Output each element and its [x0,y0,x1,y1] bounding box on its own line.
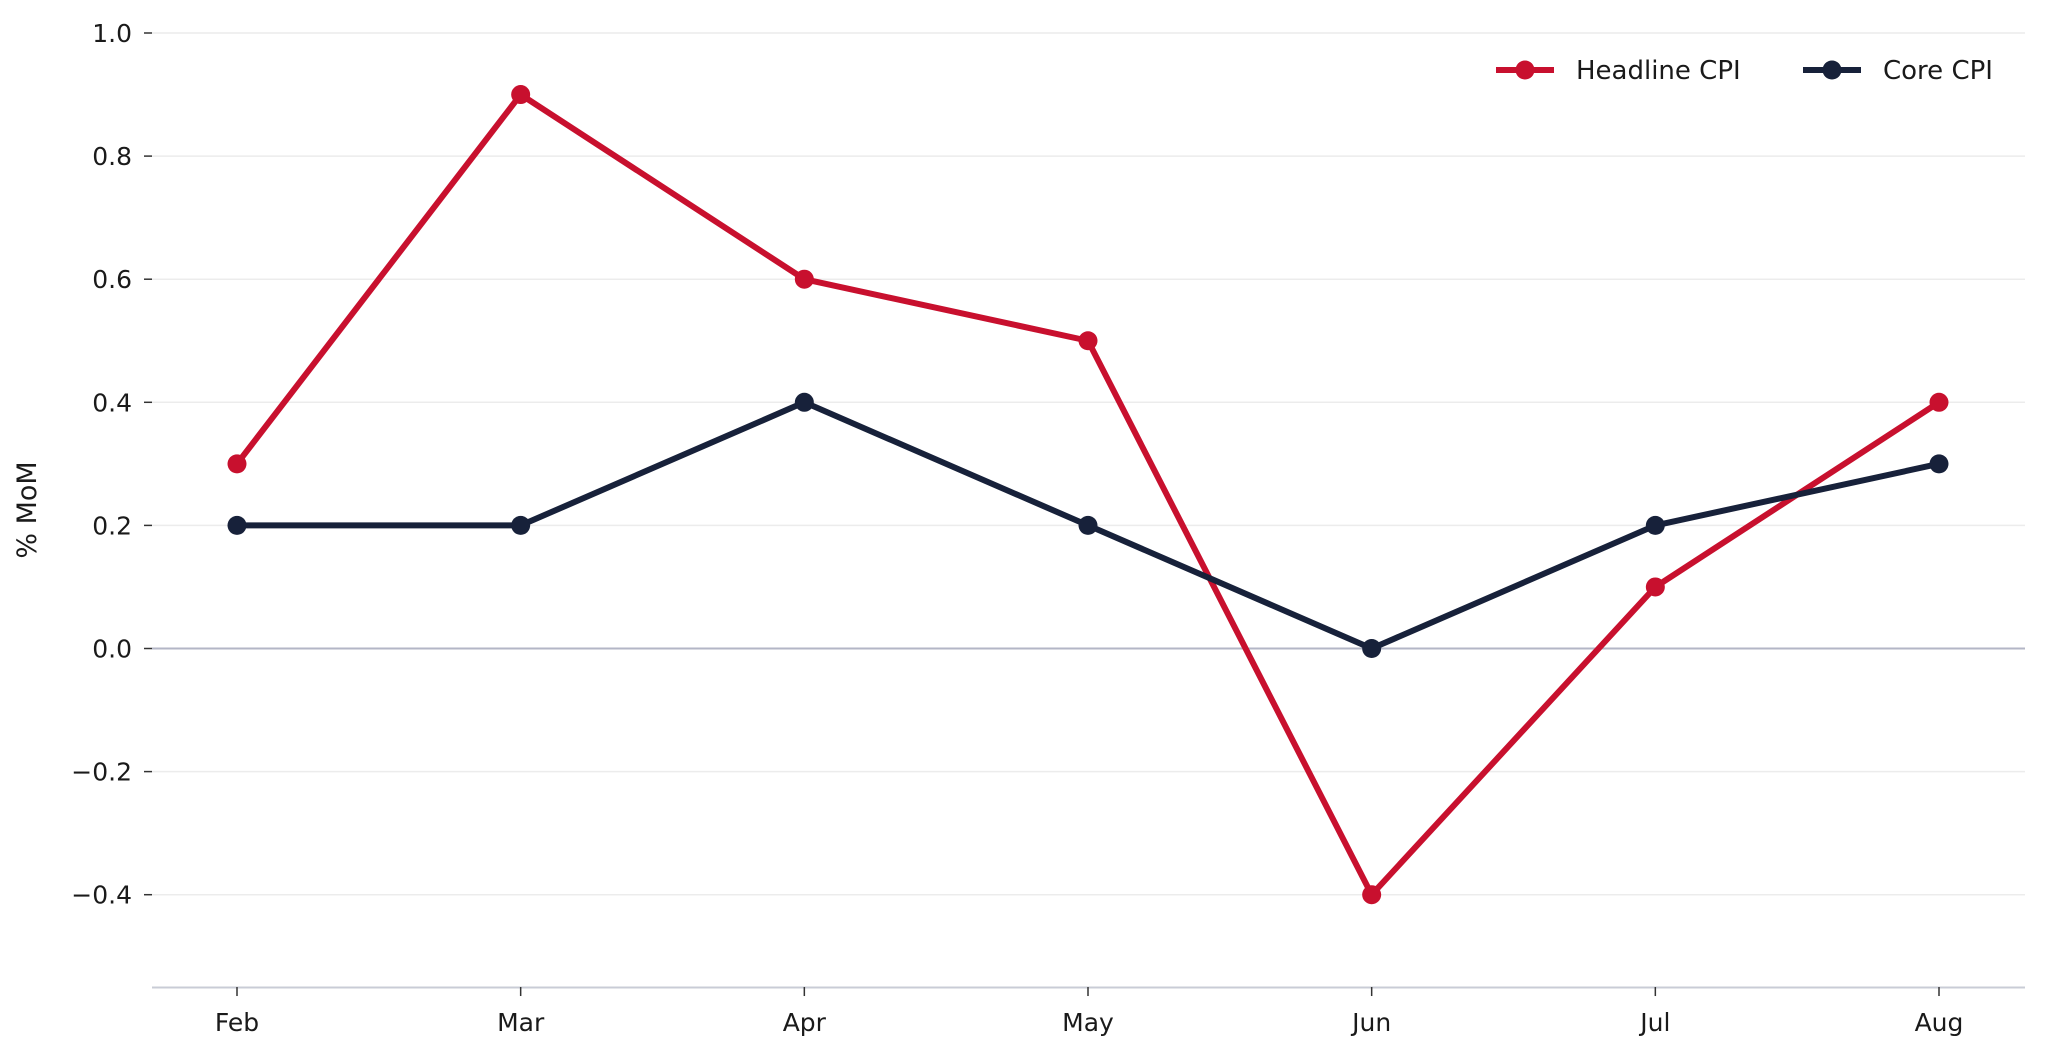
data-point [1645,515,1665,535]
data-point [227,515,247,535]
data-point [1362,885,1382,905]
x-tick-label: Jul [1638,1008,1670,1037]
legend-swatch-marker [1515,60,1535,80]
data-point [1362,639,1382,658]
data-point [511,85,531,105]
y-tick-label: 0.0 [92,635,132,664]
x-tick-label: May [1062,1008,1114,1037]
y-tick-label: 0.6 [92,265,132,294]
legend-label: Core CPI [1883,56,1993,86]
data-point [511,515,531,535]
x-tick-label: Jun [1350,1008,1391,1037]
legend: Headline CPI Core CPI [1496,56,1993,86]
data-point [227,454,247,474]
axes: 1.0 0.8 0.6 0.4 0.2 0.0 −0.2 −0.4 Feb Mar Apr May Ju… [71,19,2025,1037]
y-tick-label: 0.2 [92,511,132,540]
y-tick-label: −0.4 [71,881,132,910]
data-point [794,269,814,289]
data-point [1078,515,1098,535]
y-axis-title: % MoM [12,461,43,558]
y-tick-label: −0.2 [71,758,132,787]
series-line-0 [234,91,1942,898]
x-tick-label: Feb [215,1008,259,1037]
gridlines [152,32,2025,896]
legend-swatch-marker [1822,60,1842,80]
y-tick-label: 0.8 [92,142,132,171]
legend-label: Headline CPI [1576,56,1741,86]
y-tick-label: 0.4 [92,388,132,417]
x-tick-label: Apr [783,1008,827,1037]
data-point [1645,577,1665,597]
x-tick-label: Mar [497,1008,545,1037]
data-point [1929,454,1949,474]
data-point [1078,331,1098,351]
y-tick-label: 1.0 [92,19,132,48]
series-lines [227,85,1949,905]
data-point [1929,392,1949,412]
data-point [794,392,814,412]
x-tick-label: Aug [1915,1008,1964,1037]
